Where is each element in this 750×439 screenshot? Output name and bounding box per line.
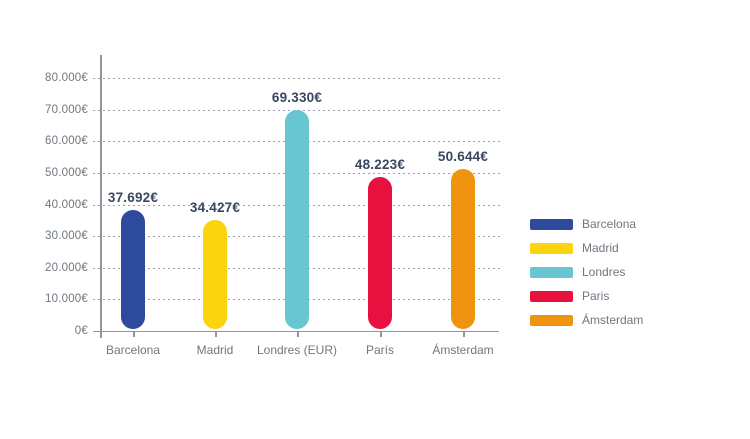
bar (451, 168, 475, 329)
x-axis-label: Barcelona (105, 343, 161, 357)
x-axis-label: Londres (EUR) (256, 343, 338, 357)
legend-swatch-icon (530, 267, 573, 278)
legend-swatch-icon (530, 243, 573, 254)
x-axis-label: París (365, 343, 394, 357)
legend-label: Barcelona (582, 217, 637, 231)
legend-label: Madrid (582, 241, 619, 255)
legend-label: Londres (582, 265, 626, 279)
y-axis-line (100, 55, 102, 338)
bar (368, 176, 392, 329)
x-axis-tick (380, 331, 382, 337)
bar-value-label: 48.223€ (354, 156, 406, 172)
y-axis-tick-label: 50.000€ (45, 166, 88, 179)
bar (121, 209, 145, 329)
legend-label: Ámsterdam (582, 313, 644, 327)
legend-item: Ámsterdam (530, 314, 643, 327)
legend-item: Paris (530, 290, 643, 303)
y-axis-tick-label: 70.000€ (45, 103, 88, 116)
legend-swatch-icon (530, 315, 573, 326)
bar (203, 220, 227, 329)
legend-swatch-icon (530, 291, 573, 302)
gridline (93, 78, 500, 79)
y-axis-tick-label: 80.000€ (45, 72, 88, 84)
legend-item: Barcelona (530, 218, 643, 231)
x-axis-label: Madrid (196, 343, 234, 357)
bar (285, 109, 309, 329)
y-axis-tick-label: 0€ (74, 325, 88, 337)
legend-item: Londres (530, 266, 643, 279)
x-axis-line (93, 330, 499, 332)
bar-value-label: 37.692€ (107, 189, 159, 205)
bar-value-label: 50.644€ (437, 148, 489, 164)
bar-value-label: 34.427€ (189, 200, 241, 216)
x-axis-tick (215, 331, 217, 337)
x-axis-tick (463, 331, 465, 337)
y-axis-tick-label: 40.000€ (45, 198, 88, 211)
x-axis-tick (133, 331, 135, 337)
y-axis-tick-label: 30.000€ (45, 230, 88, 243)
bar-value-label: 69.330€ (271, 89, 323, 105)
x-axis-label: Ámsterdam (432, 343, 494, 357)
y-axis-tick-label: 20.000€ (45, 261, 88, 274)
y-axis-tick-label: 10.000€ (45, 293, 88, 306)
legend-label: Paris (582, 289, 610, 303)
legend: Barcelona Madrid Londres Paris Ámsterdam (530, 218, 643, 338)
legend-item: Madrid (530, 242, 643, 255)
y-axis-tick-label: 60.000€ (45, 135, 88, 148)
legend-swatch-icon (530, 219, 573, 230)
x-axis-tick (297, 331, 299, 337)
